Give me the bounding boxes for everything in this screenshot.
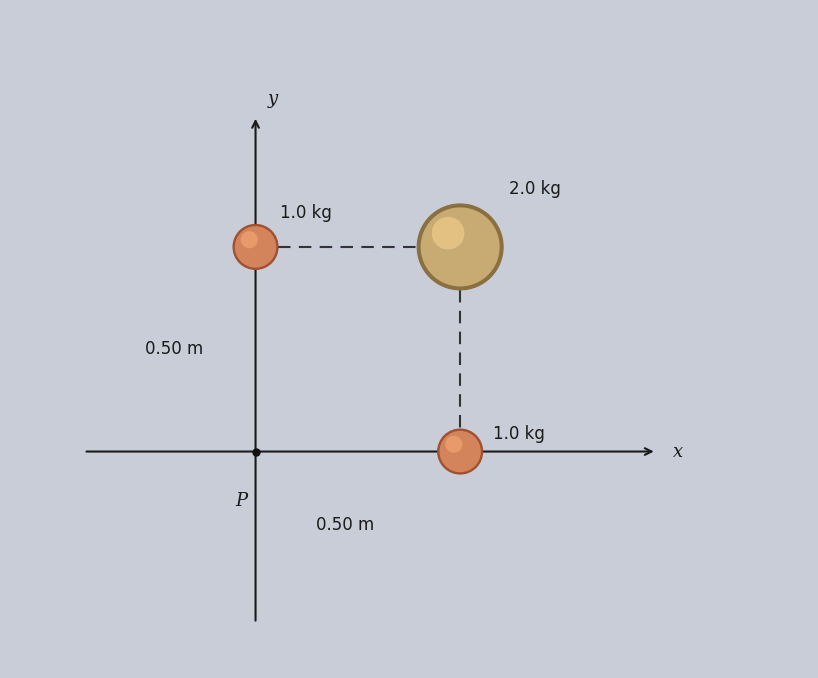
Circle shape — [432, 217, 465, 250]
Text: y: y — [267, 89, 278, 108]
Circle shape — [445, 436, 462, 453]
Circle shape — [233, 224, 278, 269]
Circle shape — [439, 431, 481, 473]
Text: 1.0 kg: 1.0 kg — [493, 425, 545, 443]
Circle shape — [417, 204, 503, 290]
Text: 0.50 m: 0.50 m — [317, 516, 375, 534]
Text: 1.0 kg: 1.0 kg — [280, 204, 332, 222]
Circle shape — [420, 207, 500, 287]
Circle shape — [438, 429, 483, 474]
Text: P: P — [236, 492, 247, 511]
Text: 0.50 m: 0.50 m — [145, 340, 203, 358]
Text: 2.0 kg: 2.0 kg — [510, 180, 561, 198]
Circle shape — [240, 231, 258, 248]
Circle shape — [235, 226, 276, 268]
Text: x: x — [673, 443, 683, 460]
